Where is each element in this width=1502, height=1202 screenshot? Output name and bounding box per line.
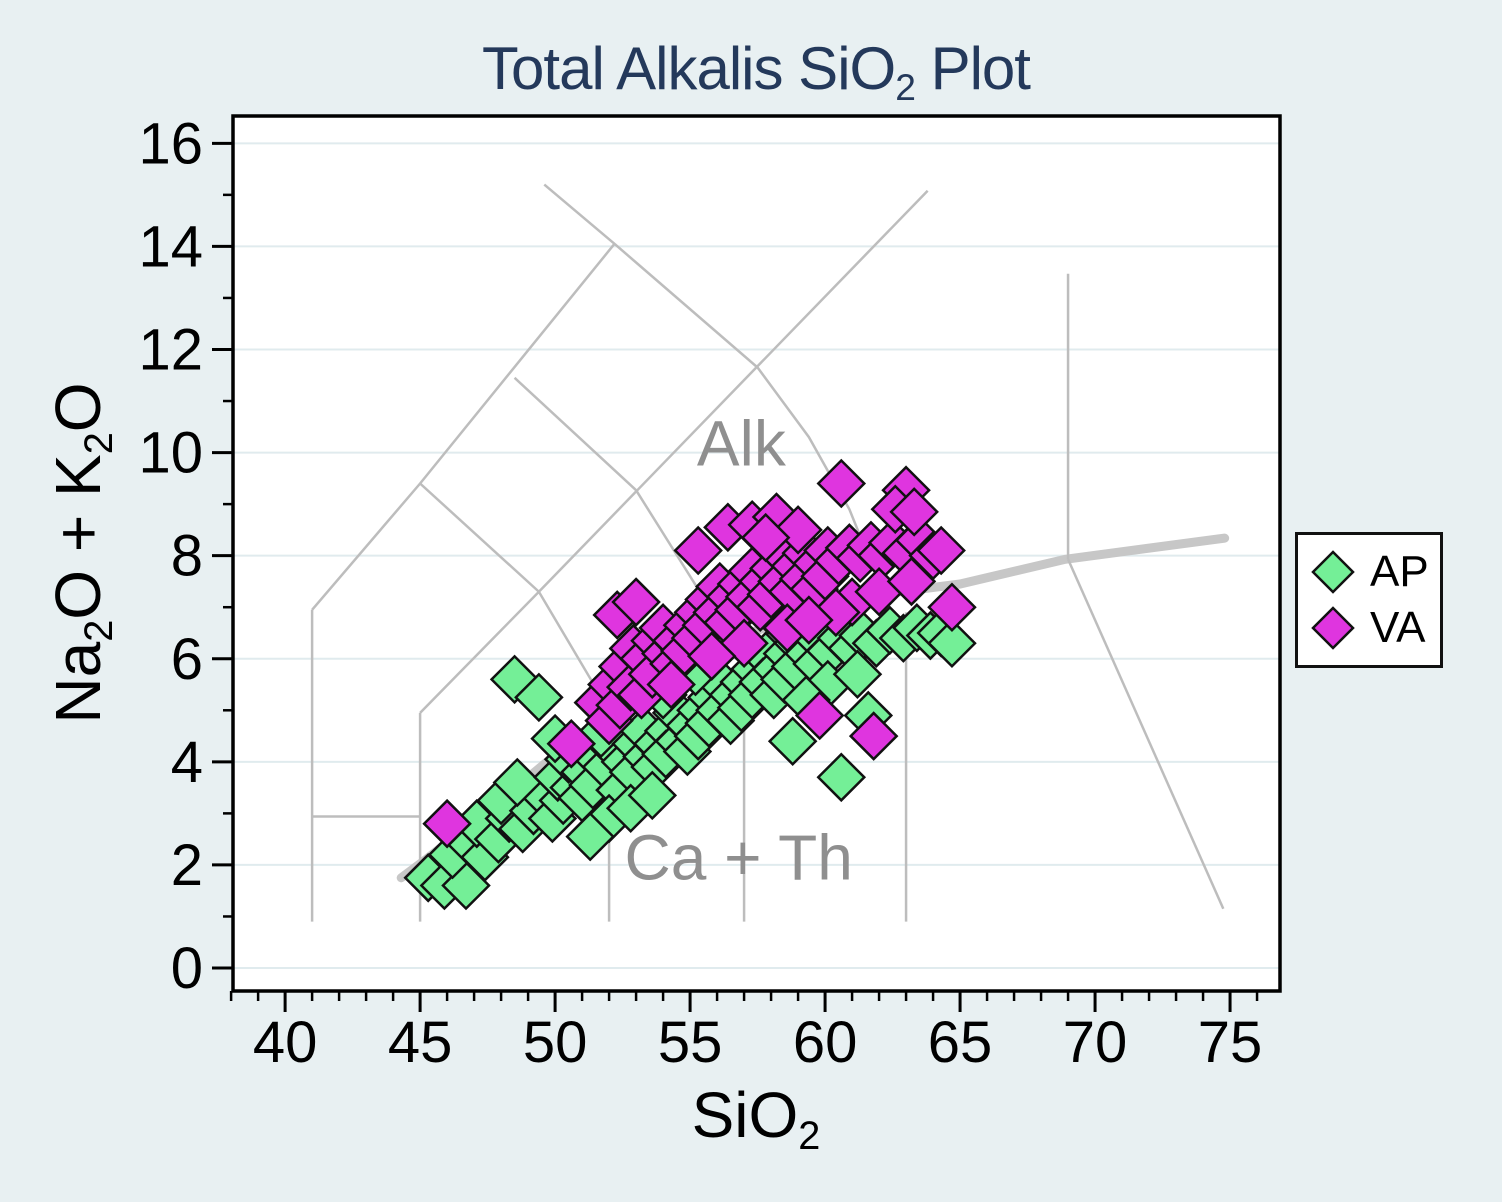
- data-point-va: [927, 582, 977, 632]
- x-tick-label: 70: [1063, 1010, 1128, 1075]
- x-tick-label: 55: [658, 1010, 723, 1075]
- data-point-ap: [832, 649, 883, 699]
- data-point-va: [794, 690, 845, 741]
- tas-boundary-line: [1066, 558, 1225, 910]
- data-point-va: [916, 525, 966, 576]
- y-tick-label: 8: [171, 524, 203, 589]
- data-point-va: [719, 618, 769, 669]
- y-axis-title: Na2O + K2O: [42, 382, 121, 724]
- tas-boundary-line: [419, 482, 540, 593]
- data-point-ap: [489, 654, 540, 705]
- data-point-va: [740, 512, 791, 563]
- y-tick-label: 4: [171, 730, 203, 795]
- x-tick-label: 40: [253, 1010, 318, 1075]
- page-title: Total Alkalis SiO2 Plot: [482, 34, 1031, 108]
- data-point-ap: [816, 752, 867, 803]
- ap-diamond-icon: [1311, 550, 1355, 594]
- legend: AP VA: [1295, 532, 1443, 668]
- field-label: Ca + Th: [625, 821, 853, 893]
- legend-label-va: VA: [1370, 603, 1426, 652]
- x-tick-label: 60: [793, 1010, 858, 1075]
- data-point-ap: [627, 770, 678, 821]
- x-tick-label: 75: [1198, 1010, 1263, 1075]
- tas-boundary-line: [513, 376, 746, 922]
- data-point-ap: [767, 716, 818, 766]
- y-tick-label: 16: [138, 111, 203, 176]
- y-tick-label: 10: [138, 421, 203, 486]
- x-tick-label: 65: [928, 1010, 993, 1075]
- data-point-ap: [514, 672, 564, 723]
- data-point-ap: [927, 618, 977, 669]
- field-label: Alk: [697, 407, 787, 479]
- data-point-ap: [492, 757, 543, 808]
- tas-boundary-line: [537, 189, 929, 593]
- x-tick-label: 45: [388, 1010, 453, 1075]
- data-point-va: [611, 577, 661, 627]
- y-tick-label: 14: [138, 214, 203, 279]
- title-text: Total Alkalis SiO: [482, 35, 896, 102]
- data-point-va: [784, 595, 834, 645]
- data-point-va: [673, 525, 723, 576]
- y-tick-label: 2: [171, 833, 203, 898]
- data-point-va: [848, 711, 899, 761]
- title-subscript: 2: [895, 66, 916, 109]
- title-text-2: Plot: [914, 35, 1031, 102]
- data-point-va: [646, 659, 696, 710]
- legend-item-va: VA: [1310, 605, 1440, 651]
- legend-item-ap: AP: [1310, 549, 1440, 595]
- data-point-va: [816, 458, 867, 509]
- y-tick-label: 12: [138, 317, 203, 382]
- data-point-ap: [565, 811, 615, 862]
- va-diamond-icon: [1311, 606, 1355, 650]
- data-point-va: [886, 556, 937, 607]
- data-point-va: [546, 719, 597, 769]
- y-tick-label: 6: [171, 627, 203, 692]
- plot-frame: [231, 114, 1282, 993]
- x-axis-title: SiO2: [691, 1079, 821, 1158]
- data-point-va: [686, 631, 737, 681]
- x-tick-label: 50: [523, 1010, 588, 1075]
- y-tick-label: 0: [171, 936, 203, 1001]
- legend-label-ap: AP: [1370, 547, 1429, 596]
- data-point-va: [889, 487, 939, 537]
- data-point-va: [422, 798, 472, 849]
